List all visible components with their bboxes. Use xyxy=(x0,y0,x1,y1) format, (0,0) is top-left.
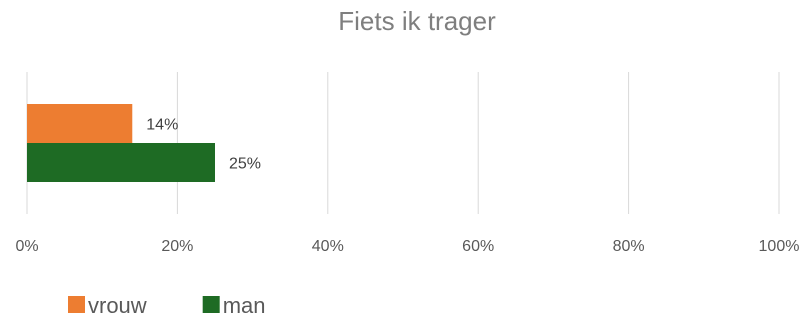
bar-vrouw xyxy=(27,104,133,143)
gridlines xyxy=(26,72,780,214)
x-tick-label: 100% xyxy=(759,238,800,255)
data-label-vrouw: 14% xyxy=(146,117,178,134)
bars xyxy=(27,104,215,182)
legend-label-man: man xyxy=(223,293,266,318)
data-labels: 14% 25% xyxy=(146,117,261,173)
x-tick-label: 80% xyxy=(613,238,645,255)
legend: vrouw man xyxy=(68,293,265,318)
chart-title: Fiets ik trager xyxy=(338,6,496,36)
legend-swatch-man xyxy=(202,296,220,313)
legend-label-vrouw: vrouw xyxy=(88,293,147,318)
x-tick-label: 0% xyxy=(15,238,38,255)
x-tick-label: 60% xyxy=(462,238,494,255)
bar-man xyxy=(27,143,215,182)
x-tick-label: 40% xyxy=(312,238,344,255)
x-tick-label: 20% xyxy=(161,238,193,255)
x-axis-ticks: 0% 20% 40% 60% 80% 100% xyxy=(15,238,799,255)
data-label-man: 25% xyxy=(229,156,261,173)
legend-swatch-vrouw xyxy=(68,296,85,313)
